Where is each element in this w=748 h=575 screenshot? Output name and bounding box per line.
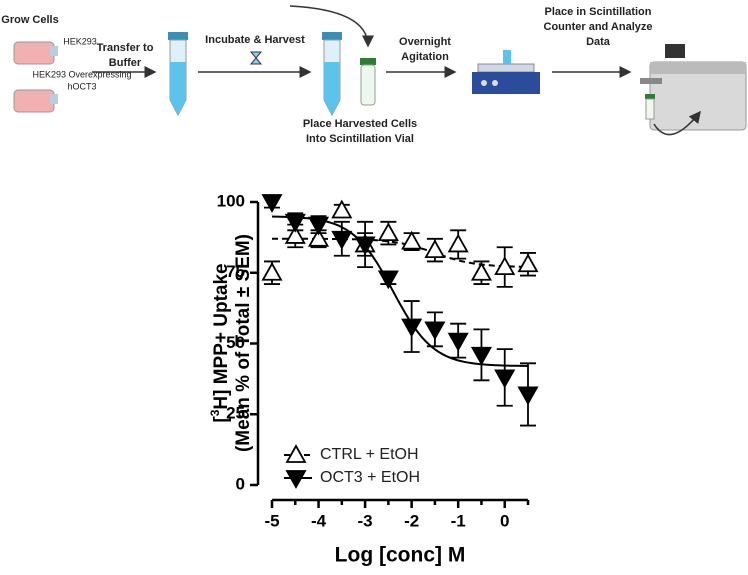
fit-curve — [271, 215, 529, 367]
workflow-icons — [13, 5, 747, 136]
marker — [354, 236, 376, 256]
x-tick-label: -2 — [404, 511, 419, 530]
marker — [470, 346, 492, 366]
y-tick-label: 100 — [217, 191, 245, 210]
marker — [308, 227, 330, 247]
step-label: Overnight — [399, 36, 451, 48]
step-label: HEK293 — [63, 36, 97, 46]
marker — [261, 261, 283, 281]
step-label: Into Scintillation Vial — [306, 133, 414, 145]
y-tick-label: 25 — [226, 404, 245, 423]
y-tick-label: 75 — [226, 262, 245, 281]
marker — [517, 386, 539, 406]
marker — [308, 216, 330, 236]
marker — [447, 233, 469, 253]
marker — [284, 213, 306, 233]
marker — [331, 230, 353, 250]
x-tick-label: -1 — [451, 511, 466, 530]
marker — [447, 332, 469, 352]
marker — [494, 256, 516, 275]
x-axis-label: Log [conc] M — [335, 544, 466, 567]
marker — [377, 270, 399, 290]
y-label-part: [ — [211, 416, 232, 423]
step-label: Counter and Analyze — [544, 21, 653, 33]
step-label: HEK293 Overexpressing — [32, 69, 131, 79]
step-label: Place Harvested Cells — [303, 118, 417, 130]
marker — [401, 230, 423, 250]
x-tick-label: -3 — [358, 511, 373, 530]
marker — [401, 318, 423, 338]
marker — [424, 321, 446, 341]
y-axis-label-2: (Mean % of Total ± SEM) — [233, 234, 254, 452]
step-label: Incubate & Harvest — [205, 34, 305, 46]
step-label: Agitation — [401, 51, 449, 63]
y-axis-label: [3H] MPP+ Uptake — [208, 263, 232, 422]
legend-label: CTRL + EtOH — [320, 446, 419, 463]
marker — [377, 222, 399, 242]
legend-label: OCT3 + EtOH — [320, 469, 420, 486]
marker — [284, 225, 306, 244]
step-label: Data — [586, 36, 611, 48]
y-tick-label: 50 — [226, 333, 245, 352]
step-label: Place in Scintillation — [545, 6, 652, 18]
step-label: Buffer — [109, 57, 142, 69]
marker — [470, 261, 492, 281]
step-label: hOCT3 — [67, 81, 96, 91]
marker — [424, 239, 446, 259]
legend-marker — [285, 444, 307, 463]
x-tick-label: 0 — [500, 511, 509, 530]
y-label-part: H] MPP+ Uptake — [211, 263, 232, 409]
x-tick-label: -4 — [311, 511, 327, 530]
marker — [494, 369, 516, 389]
x-tick-label: -5 — [264, 511, 279, 530]
step-label: Grow Cells — [1, 14, 58, 26]
marker — [331, 199, 353, 219]
marker — [517, 253, 539, 273]
y-label-sup: 3 — [208, 409, 222, 416]
y-tick-label: 0 — [236, 474, 245, 493]
step-label: Transfer to — [97, 42, 154, 54]
legend-marker — [285, 470, 307, 489]
marker — [261, 194, 283, 213]
